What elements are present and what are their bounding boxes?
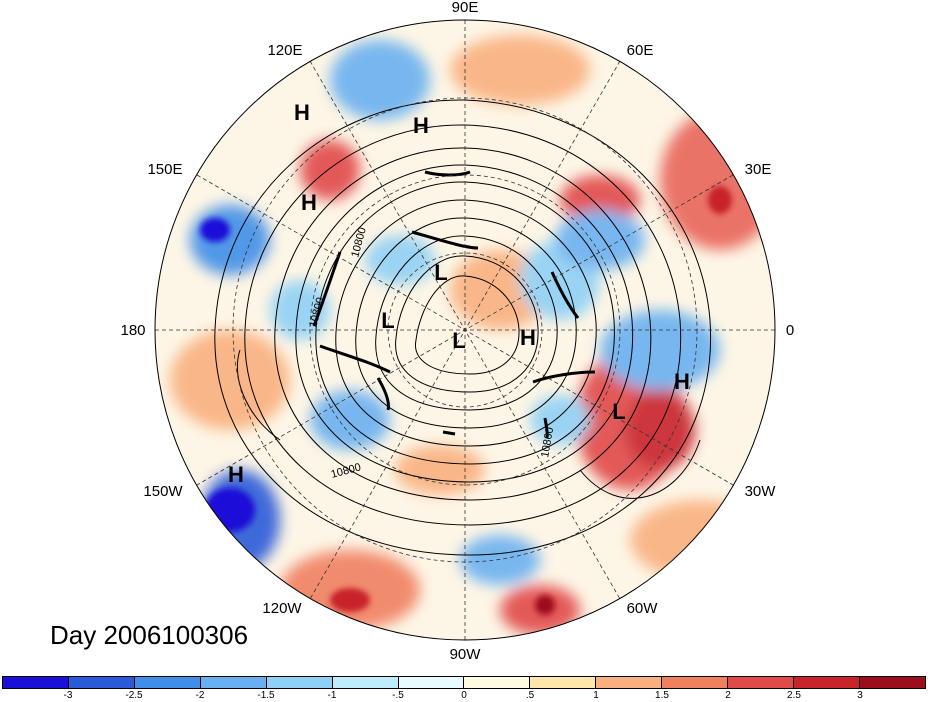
polar-map: 90E 60E 30E 0 30W 60W 90W 120W 150W 180 … (120, 0, 794, 663)
lon-label-150w: 150W (143, 483, 183, 500)
colorbar-label: -3 (63, 690, 73, 701)
colorbar-label: -2.5 (125, 690, 143, 701)
low-north-atlantic: L (612, 399, 625, 424)
lon-label-120e: 120E (267, 42, 302, 59)
day-title: Day 2006100306 (50, 620, 249, 650)
colorbar-segment (464, 677, 531, 688)
colorbar-segment (134, 677, 201, 688)
lon-label-120w: 120W (262, 600, 302, 617)
colorbar-label: 3 (857, 690, 863, 701)
lon-label-60e: 60E (627, 42, 654, 59)
low-pole: L (452, 328, 465, 353)
high-150e: H (301, 190, 317, 215)
high-north-pacific-east: H (228, 462, 244, 487)
lon-label-150e: 150E (147, 161, 182, 178)
colorbar-segment (530, 677, 597, 688)
lon-label-30w: 30W (745, 483, 777, 500)
colorbar-label: .5 (525, 690, 535, 701)
high-greenland: H (520, 325, 536, 350)
lon-label-90w: 90W (450, 646, 482, 663)
colorbar-label: 2.5 (787, 690, 801, 701)
high-east-atlantic: H (674, 369, 690, 394)
high-90e: H (413, 113, 429, 138)
lon-label-30e: 30E (745, 161, 772, 178)
colorbar-segment (859, 677, 925, 688)
lon-label-60w: 60W (627, 600, 659, 617)
colorbar-label: 1.5 (655, 690, 669, 701)
colorbar-segment (794, 677, 860, 688)
colorbar-segment (3, 677, 69, 688)
colorbar-label: -2 (195, 690, 205, 701)
high-120e: H (294, 100, 310, 125)
colorbar-label: 1 (593, 690, 599, 701)
low-north-pacific: L (434, 260, 447, 285)
colorbar-segment (662, 677, 729, 688)
low-bering: L (381, 308, 394, 333)
colorbar-label: 0 (461, 690, 467, 701)
jet-contours (312, 170, 596, 439)
colorbar (2, 676, 926, 689)
colorbar-segment (398, 677, 465, 688)
lon-label-0: 0 (786, 322, 794, 339)
lon-label-90e: 90E (452, 0, 479, 16)
colorbar-label: -.5 (392, 690, 404, 701)
colorbar-label: 2 (725, 690, 731, 701)
height-contours (214, 99, 712, 556)
colorbar-segment (728, 677, 795, 688)
colorbar-segment (596, 677, 663, 688)
colorbar-segment (68, 677, 135, 688)
map-boundary (154, 19, 776, 641)
lon-label-180: 180 (120, 322, 145, 339)
colorbar-segment (200, 677, 267, 688)
contour-label: 10800 (539, 426, 556, 458)
colorbar-segment (332, 677, 399, 688)
colorbar-labels: -3 -2.5 -2 -1.5 -1 -.5 0 .5 1 1.5 2 2.5 3 (2, 690, 926, 702)
colorbar-label: -1.5 (257, 690, 275, 701)
graticule (155, 20, 775, 640)
colorbar-label: -1 (327, 690, 337, 701)
colorbar-segment (266, 677, 333, 688)
